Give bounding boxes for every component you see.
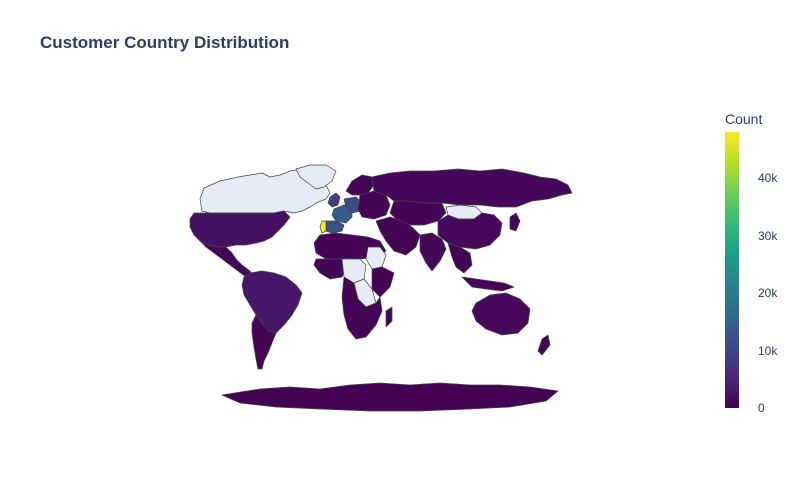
colorbar-tick-label: 0 [758, 401, 765, 415]
colorbar-tick-label: 20k [758, 286, 778, 300]
region-southeast-asia[interactable] [447, 242, 473, 274]
region-brazil[interactable] [241, 270, 303, 334]
region-madagascar[interactable] [385, 306, 393, 328]
region-greenland[interactable] [295, 164, 337, 190]
region-australia[interactable] [471, 292, 531, 336]
colorbar-tick-label: 10k [758, 343, 778, 358]
region-japan[interactable] [509, 212, 521, 232]
region-eastern-europe[interactable] [357, 190, 391, 220]
region-middle-east[interactable] [375, 216, 421, 256]
map-svg [189, 164, 573, 412]
chart-title: Customer Country Distribution [40, 33, 290, 52]
colorbar-tick-label: 30k [758, 228, 778, 243]
region-east-africa[interactable] [371, 266, 395, 298]
region-new-zealand[interactable] [537, 334, 551, 356]
region-southern-africa[interactable] [341, 276, 383, 340]
colorbar [725, 132, 739, 408]
region-spain[interactable] [325, 220, 345, 234]
colorbar-title: Count [725, 111, 763, 127]
region-united-kingdom[interactable] [327, 192, 341, 208]
region-portugal[interactable] [319, 220, 327, 234]
region-antarctica[interactable] [221, 382, 559, 412]
world-map[interactable] [180, 155, 600, 415]
region-india[interactable] [419, 232, 447, 272]
region-argentina[interactable] [251, 314, 277, 370]
region-indonesia[interactable] [461, 276, 515, 292]
colorbar-tick-label: 40k [758, 171, 778, 185]
region-united-states[interactable] [189, 210, 291, 248]
region-west-africa[interactable] [313, 258, 347, 280]
